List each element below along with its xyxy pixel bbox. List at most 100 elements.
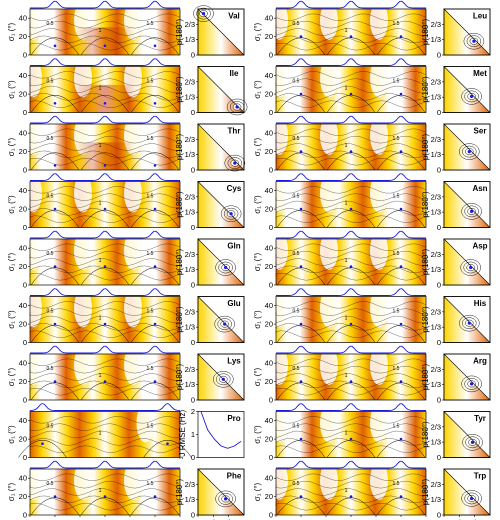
residue-label: Lys: [227, 357, 241, 366]
y-tick-label: 40: [19, 359, 27, 368]
low-rmse-region: [74, 288, 92, 328]
contour-line: [275, 135, 427, 144]
y-tick-label: 2/3: [185, 250, 195, 259]
best-fit-marker: [472, 39, 476, 43]
contour-line: [275, 445, 427, 453]
y-tick-label: 2/3: [185, 135, 195, 144]
contour-panel: [276, 296, 426, 343]
best-fit-marker: [349, 495, 353, 498]
contour-ring: [464, 205, 479, 218]
y-tick-label: 20: [19, 147, 27, 156]
y-tick-label: 20: [19, 32, 27, 41]
low-rmse-region: [124, 461, 142, 500]
contour-line: [29, 186, 181, 194]
contour-line: [276, 382, 326, 401]
low-rmse-region: [370, 346, 388, 385]
y-tick-label: 0: [269, 51, 273, 60]
contour-line: [275, 503, 427, 511]
best-fit-marker: [399, 495, 403, 498]
y-tick-label: 2/3: [431, 20, 441, 29]
y-tick-label: 1/3: [431, 495, 441, 504]
contour-line: [276, 95, 326, 113]
best-fit-marker: [221, 377, 225, 381]
y-tick-label: 40: [265, 14, 273, 23]
low-rmse-region: [320, 231, 338, 270]
panel-frame: [443, 8, 491, 56]
y-tick-label: 0: [23, 338, 27, 347]
y-tick-label: 0: [437, 396, 441, 405]
y-tick-label: 40: [265, 186, 273, 195]
x-tick-label: 60: [51, 518, 59, 520]
best-fit-marker: [153, 322, 157, 326]
best-fit-marker: [399, 92, 403, 96]
contour-label: 1.5: [147, 21, 154, 27]
residue-label: Trp: [474, 472, 487, 481]
contour-ring: [227, 157, 243, 169]
best-fit-marker: [299, 495, 303, 498]
y-tick-label: 0: [269, 511, 273, 520]
contour-label: 0.5: [293, 424, 300, 430]
contour-panel: [30, 469, 180, 515]
panel-frame: [443, 468, 491, 516]
low-rmse-region: [270, 1, 288, 40]
panel-frame: [197, 8, 245, 56]
population-trace: [276, 288, 426, 296]
y-tick-label: 2/3: [431, 135, 441, 144]
y-tick-label: 20: [265, 377, 273, 386]
low-rmse-region: [320, 461, 338, 500]
y-tick-label: 0: [437, 166, 441, 175]
y-tick-label: 1/3: [431, 150, 441, 159]
contour-line: [130, 267, 180, 286]
y-tick-label: 0: [23, 166, 27, 175]
y-tick-label: 0: [191, 166, 195, 175]
best-fit-marker: [470, 382, 474, 386]
x-tick-label: 180: [99, 518, 112, 520]
low-rmse-region: [270, 288, 288, 328]
contour-line: [275, 43, 427, 51]
x-tick-label: 240: [124, 518, 137, 520]
contour-line: [29, 215, 181, 223]
residue-label: Ile: [230, 69, 239, 78]
contour-line: [29, 273, 181, 281]
residue-label: His: [474, 299, 487, 308]
y-tick-label: 1/3: [431, 265, 441, 274]
best-fit-marker: [103, 495, 107, 498]
y-tick-label: 20: [265, 320, 273, 329]
contour-line: [275, 416, 427, 424]
x-tick-label: 2/3: [469, 518, 479, 520]
panel-frame: [443, 411, 491, 458]
y-tick-label: 0: [269, 396, 273, 405]
residue-label: Gln: [227, 242, 240, 251]
y-axis-label: p(180°): [175, 479, 184, 506]
contour-line: [326, 440, 376, 458]
y-tick-label: 20: [265, 90, 273, 99]
contour-panel: [30, 296, 180, 343]
contour-line: [376, 95, 426, 113]
x-tick-label: 120: [320, 518, 333, 520]
contour-line: [29, 388, 181, 396]
contour-label: 1.5: [393, 424, 400, 430]
x-tick-label: 60: [297, 518, 305, 520]
y-tick-label: 0: [269, 338, 273, 347]
low-rmse-region: [24, 346, 42, 385]
contour-line: [80, 267, 130, 286]
contour-line: [275, 28, 427, 36]
panel-frame: [275, 238, 427, 286]
panel-frame: [443, 181, 491, 228]
population-trace: [276, 58, 426, 66]
y-tick-label: 1: [191, 430, 195, 439]
contour-line: [29, 93, 181, 101]
y-tick-label: 2/3: [185, 365, 195, 374]
y-tick-label: 1/3: [185, 265, 195, 274]
best-fit-marker: [224, 497, 228, 501]
y-tick-label: 0: [23, 281, 27, 290]
contour-line: [275, 301, 427, 309]
contour-panel: [276, 181, 426, 228]
contour-label: 0.5: [47, 366, 54, 372]
contour-line: [80, 210, 130, 228]
contour-line: [275, 215, 427, 223]
panel-frame: [443, 66, 491, 113]
